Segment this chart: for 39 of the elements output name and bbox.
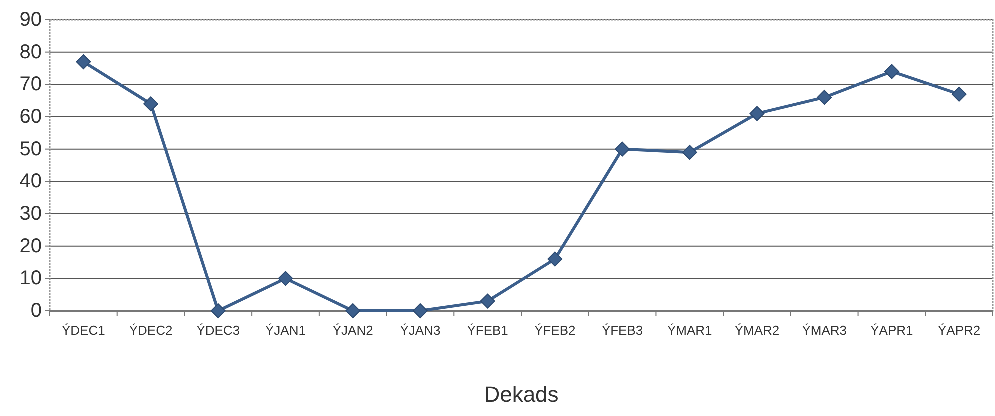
point: [817, 90, 832, 106]
y-tick-label: 60: [20, 106, 42, 128]
point: [346, 304, 361, 318]
y-tick-label: 30: [20, 203, 42, 225]
point: [76, 54, 92, 70]
y-tick-label: 50: [20, 138, 42, 160]
x-tick-label: ÝJAN2: [332, 323, 374, 338]
x-tick-label: ÝDEC1: [62, 323, 106, 338]
point: [480, 294, 496, 309]
y-tick-label: 10: [20, 268, 42, 290]
y-tick-label: 0: [30, 300, 42, 322]
point: [682, 145, 698, 160]
x-tick-label: ÝMAR1: [667, 323, 712, 338]
x-tick-label: ÝJAN1: [266, 323, 306, 338]
x-tick-label: ÝAPR2: [938, 323, 981, 338]
x-tick-label: ÝDEC2: [129, 323, 173, 338]
y-tick-label: 90: [20, 9, 42, 31]
point: [412, 304, 428, 318]
x-tick-label: ÝFEB3: [602, 323, 644, 338]
x-axis-title: Dekads: [484, 382, 559, 407]
point: [952, 86, 967, 102]
point: [884, 64, 900, 80]
x-tick-label: ÝMAR3: [802, 323, 848, 338]
x-tick-label: ÝAPR1: [870, 323, 914, 338]
point: [548, 252, 563, 267]
y-tick-label: 80: [20, 41, 42, 64]
x-tick-label: ÝMAR2: [734, 323, 780, 338]
point: [615, 142, 630, 157]
y-tick-label: 70: [20, 74, 42, 96]
y-tick-label: 20: [20, 235, 42, 258]
y-tick-label: 40: [20, 170, 42, 193]
point: [278, 271, 294, 286]
point: [210, 304, 226, 318]
x-tick-label: ÝDEC3: [196, 323, 240, 338]
x-tick-label: ÝFEB1: [467, 323, 508, 338]
point: [144, 96, 159, 112]
x-tick-label: ÝFEB2: [534, 323, 576, 338]
x-tick-label: ÝJAN3: [400, 323, 441, 338]
point: [750, 106, 765, 122]
